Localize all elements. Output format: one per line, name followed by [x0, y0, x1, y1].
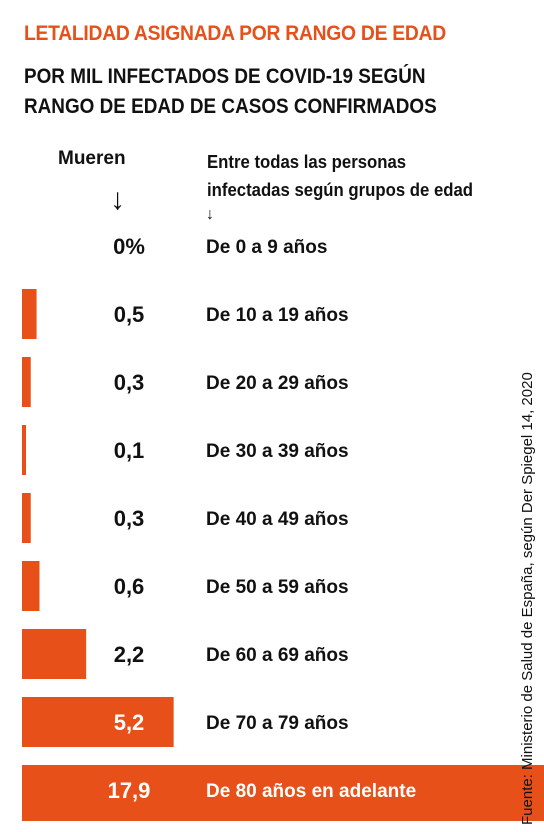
- category-label-de-60-a-69-años: De 60 a 69 años: [206, 645, 349, 666]
- bar-de-70-a-79-años: [22, 697, 174, 747]
- subtitle-line-1: POR MIL INFECTADOS DE COVID-19 SEGÚN: [24, 65, 426, 88]
- small-down-arrow-icon: ↓: [206, 206, 214, 223]
- category-label-de-10-a-19-años: De 10 a 19 años: [206, 305, 349, 326]
- category-label-de-50-a-59-años: De 50 a 59 años: [206, 577, 349, 598]
- bar-de-20-a-29-años: [22, 357, 31, 407]
- category-label-de-40-a-49-años: De 40 a 49 años: [206, 509, 349, 530]
- age-header-line-1: Entre todas las personas: [207, 152, 407, 172]
- bar-de-10-a-19-años: [22, 289, 37, 339]
- value-label-de-10-a-19-años: 0,5: [114, 302, 145, 327]
- value-label-de-20-a-29-años: 0,3: [114, 370, 145, 395]
- value-label-de-60-a-69-años: 2,2: [114, 642, 145, 667]
- bar-de-60-a-69-años: [22, 629, 87, 679]
- category-label-de-80-años-en-adelante: De 80 años en adelante: [206, 781, 416, 802]
- age-header-line-2: infectadas según grupos de edad: [207, 180, 474, 200]
- value-label-de-50-a-59-años: 0,6: [114, 574, 145, 599]
- value-label-de-30-a-39-años: 0,1: [114, 438, 145, 463]
- value-label-de-0-a-9-años: 0%: [113, 234, 145, 259]
- bar-de-50-a-59-años: [22, 561, 40, 611]
- chart-subtitle: POR MIL INFECTADOS DE COVID-19 SEGÚN RAN…: [24, 62, 447, 122]
- value-label-de-40-a-49-años: 0,3: [114, 506, 145, 531]
- category-label-de-70-a-79-años: De 70 a 79 años: [206, 713, 349, 734]
- subtitle-line-2: RANGO DE EDAD DE CASOS CONFIRMADOS: [24, 95, 437, 118]
- category-label-de-0-a-9-años: De 0 a 9 años: [206, 237, 327, 258]
- category-label-de-30-a-39-años: De 30 a 39 años: [206, 441, 349, 462]
- age-column-header: Entre todas las personas infectadas segú…: [207, 148, 473, 204]
- bar-de-40-a-49-años: [22, 493, 31, 543]
- chart-title: LETALIDAD ASIGNADA POR RANGO DE EDAD: [24, 22, 446, 45]
- value-label-de-80-años-en-adelante: 17,9: [108, 778, 151, 803]
- source-note: Fuente: Ministerio de Salud de España, s…: [519, 372, 536, 825]
- bar-de-80-años-en-adelante: [22, 765, 544, 821]
- bar-de-30-a-39-años: [22, 425, 26, 475]
- value-label-de-70-a-79-años: 5,2: [114, 710, 145, 735]
- deaths-column-header: Mueren: [58, 148, 126, 169]
- down-arrow-icon: ↓: [110, 183, 125, 216]
- category-label-de-20-a-29-años: De 20 a 29 años: [206, 373, 349, 394]
